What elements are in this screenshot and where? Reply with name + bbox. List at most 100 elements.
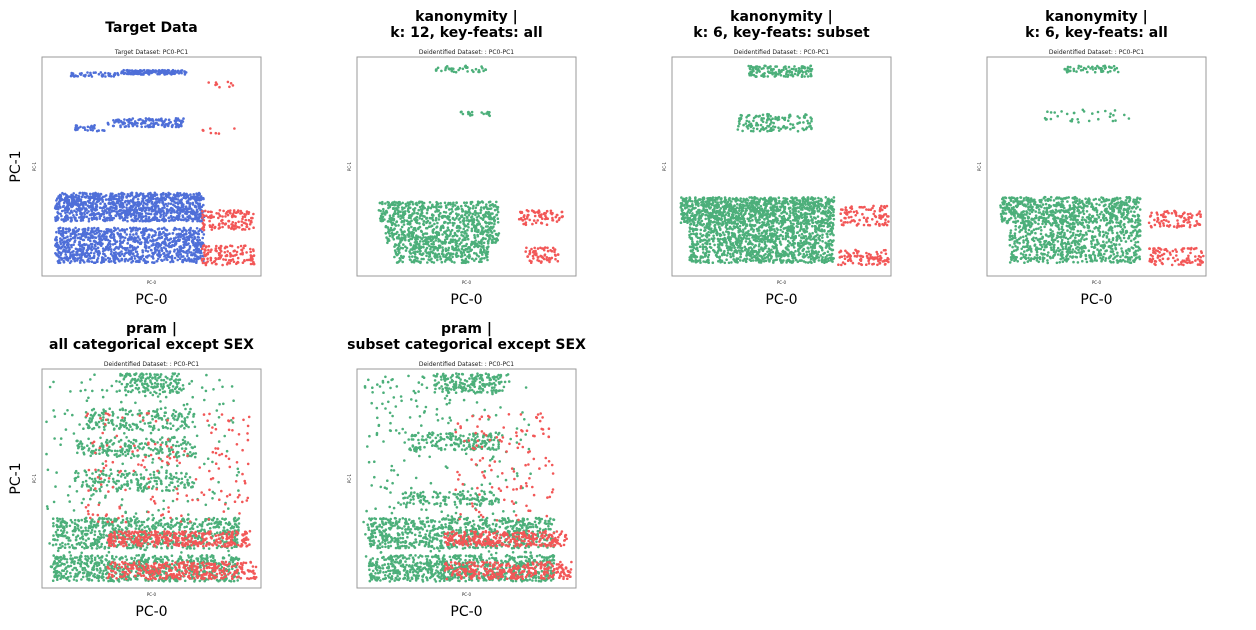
data-point (83, 261, 86, 264)
data-point (480, 200, 484, 203)
data-point (158, 234, 161, 237)
data-point (769, 65, 772, 68)
data-point (166, 244, 170, 248)
data-point (449, 230, 453, 234)
data-point (403, 233, 406, 237)
data-point (149, 218, 153, 222)
data-point (55, 235, 58, 239)
data-point (774, 116, 777, 119)
data-point (74, 226, 77, 230)
data-point (443, 220, 446, 224)
data-point (108, 198, 111, 202)
data-point (72, 202, 76, 205)
data-point (451, 255, 454, 259)
data-point (434, 68, 438, 71)
data-point (109, 75, 113, 78)
data-point (119, 124, 122, 127)
data-point (444, 231, 447, 235)
data-point (480, 111, 484, 114)
data-point (191, 201, 195, 205)
data-point (720, 217, 723, 220)
data-point (472, 204, 475, 208)
data-point (428, 236, 432, 239)
data-point (64, 253, 67, 256)
data-point (488, 204, 492, 207)
data-point (458, 66, 462, 70)
data-point (83, 126, 86, 129)
data-point (198, 212, 202, 216)
data-point (543, 246, 547, 249)
data-point (790, 73, 794, 76)
data-point (132, 226, 135, 230)
data-point (135, 72, 138, 75)
data-point (128, 194, 132, 198)
data-point (86, 244, 90, 248)
data-point (154, 71, 157, 74)
data-point (56, 215, 59, 218)
data-point (428, 221, 432, 225)
data-point (812, 216, 816, 219)
data-point (787, 119, 790, 122)
data-point (527, 209, 530, 213)
data-point (96, 212, 100, 215)
data-point (446, 215, 450, 218)
data-point (108, 72, 112, 76)
data-point (236, 256, 240, 260)
data-point (808, 212, 812, 216)
data-point (173, 119, 177, 122)
data-point (77, 198, 81, 202)
data-point (160, 218, 164, 222)
data-point (448, 208, 451, 211)
data-point (202, 214, 206, 217)
data-point (466, 247, 469, 251)
data-point (468, 247, 471, 250)
data-point (102, 206, 106, 210)
data-point (157, 218, 161, 222)
data-point (67, 200, 71, 204)
data-point (749, 122, 753, 126)
data-point (104, 217, 107, 221)
data-point (774, 73, 777, 76)
data-point (378, 217, 382, 220)
data-point (103, 195, 106, 198)
data-point (55, 245, 58, 249)
data-point (183, 212, 187, 215)
data-point (463, 253, 467, 257)
data-point (153, 218, 156, 221)
data-point (154, 118, 158, 121)
data-point (530, 247, 533, 251)
data-point (476, 200, 480, 203)
data-point (225, 263, 229, 266)
data-point (377, 209, 381, 212)
data-point (386, 200, 390, 204)
data-point (540, 260, 543, 263)
data-point (137, 259, 140, 263)
data-point (771, 117, 774, 120)
data-point (99, 71, 103, 74)
data-point (59, 198, 62, 202)
data-point (76, 258, 79, 261)
data-point (403, 237, 407, 241)
data-point (485, 250, 488, 253)
data-point (385, 209, 388, 213)
data-point (182, 117, 185, 120)
data-point (162, 191, 165, 195)
data-point (410, 225, 413, 229)
data-point (140, 122, 143, 126)
data-point (93, 226, 96, 230)
data-point (185, 208, 188, 211)
data-point (809, 197, 812, 201)
data-point (474, 209, 477, 213)
data-point (86, 259, 89, 263)
data-point (245, 251, 248, 254)
data-point (63, 249, 66, 252)
data-point (496, 217, 500, 220)
data-point (203, 251, 206, 254)
data-point (197, 204, 200, 208)
data-point (67, 230, 71, 233)
data-point (487, 113, 491, 116)
data-point (76, 75, 80, 78)
data-point (111, 192, 114, 196)
data-point (142, 68, 146, 72)
data-point (396, 246, 400, 250)
